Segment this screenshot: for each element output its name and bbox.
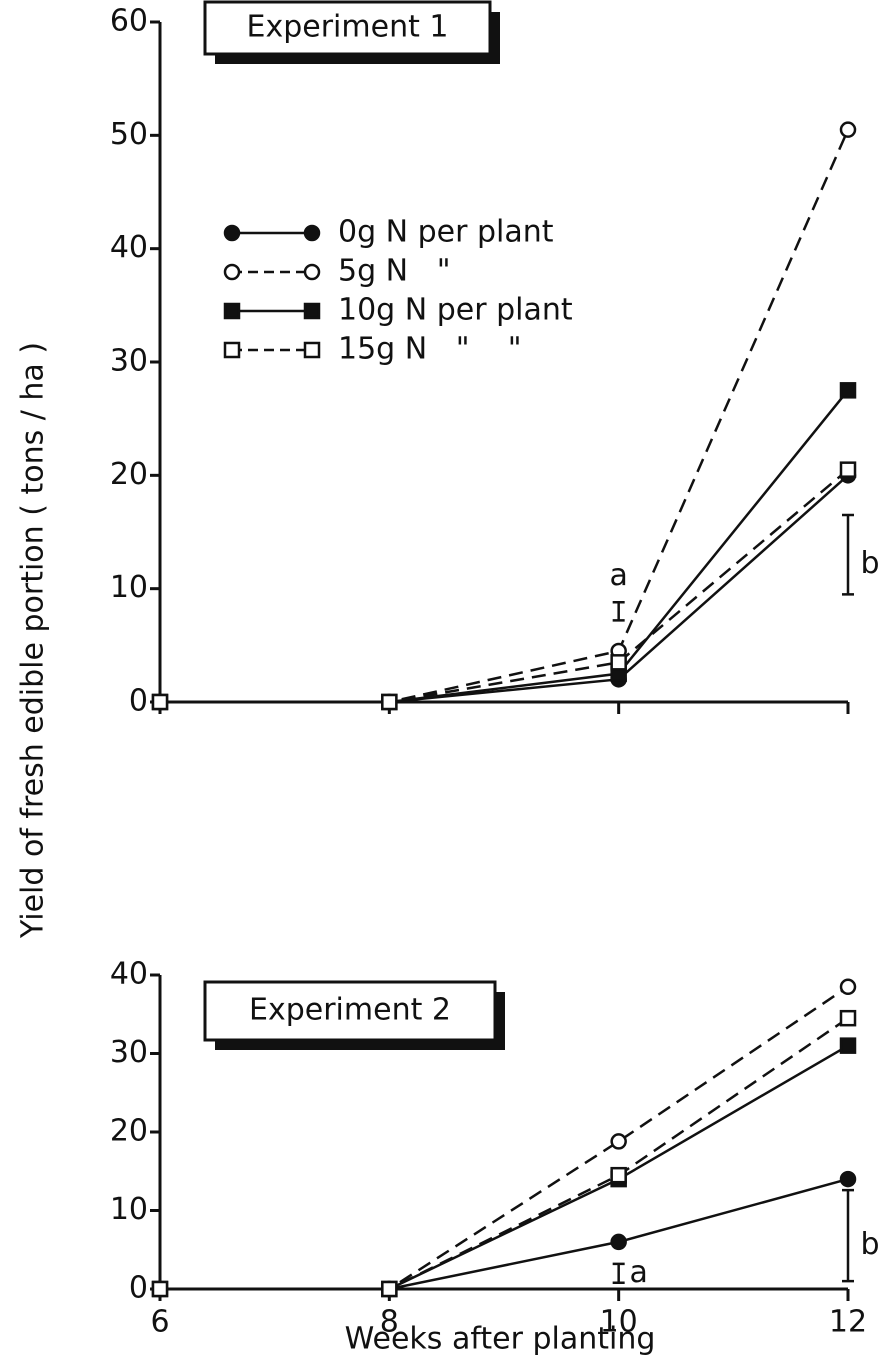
series-line bbox=[160, 1017, 849, 1291]
data-point bbox=[839, 382, 857, 399]
data-point bbox=[381, 693, 398, 711]
data-point bbox=[381, 1280, 398, 1298]
title-box bbox=[203, 980, 497, 1042]
y-tick-label: 40 bbox=[110, 230, 148, 265]
chart-title: Experiment 2 bbox=[249, 993, 451, 1028]
data-point bbox=[839, 121, 857, 138]
series-line bbox=[160, 474, 849, 704]
error-bar-label: a bbox=[629, 1255, 647, 1290]
x-tick-label: 12 bbox=[829, 1305, 867, 1340]
y-tick-label: 30 bbox=[110, 344, 148, 379]
data-point bbox=[151, 693, 169, 711]
y-tick-label: 0 bbox=[129, 684, 148, 719]
y-tick-label: 0 bbox=[129, 1271, 148, 1306]
data-point bbox=[610, 1166, 627, 1184]
error-bar-label: b bbox=[860, 546, 879, 581]
title-box bbox=[203, 0, 492, 56]
legend-marker bbox=[303, 224, 321, 242]
data-point bbox=[839, 1009, 857, 1027]
data-point bbox=[839, 461, 857, 478]
error-bar-label: a bbox=[609, 558, 627, 593]
data-point bbox=[610, 1233, 627, 1251]
error-bar bbox=[842, 1188, 854, 1283]
series-line bbox=[160, 468, 849, 704]
chart-title: Experiment 1 bbox=[247, 10, 449, 45]
series-line bbox=[160, 1044, 849, 1291]
y-tick-label: 40 bbox=[110, 957, 148, 992]
legend-marker bbox=[303, 302, 321, 320]
legend-label: 0g N per plant bbox=[338, 215, 554, 250]
y-tick-label: 30 bbox=[110, 1035, 148, 1070]
error-bar bbox=[612, 1262, 625, 1284]
legend-marker bbox=[303, 263, 321, 281]
data-point bbox=[839, 1037, 857, 1054]
x-tick-label: 6 bbox=[150, 1305, 169, 1340]
legend-label: 10g N per plant bbox=[338, 293, 573, 328]
y-tick-label: 20 bbox=[110, 1114, 148, 1149]
y-tick-label: 10 bbox=[110, 570, 148, 605]
error-bar bbox=[612, 601, 625, 622]
data-point bbox=[610, 654, 627, 671]
y-tick-label: 20 bbox=[110, 457, 148, 492]
x-tick-label: 8 bbox=[380, 1305, 399, 1340]
legend-marker bbox=[223, 302, 241, 320]
x-axis-label: Weeks after planting bbox=[345, 1322, 656, 1357]
legend-label: 15g N " " bbox=[338, 332, 522, 367]
y-tick-label: 60 bbox=[110, 4, 148, 39]
data-point bbox=[839, 1170, 857, 1188]
data-point bbox=[151, 1280, 169, 1298]
x-tick-label: 10 bbox=[600, 1305, 638, 1340]
legend-marker bbox=[223, 224, 241, 242]
error-bar-label: b bbox=[860, 1227, 879, 1262]
legend-marker bbox=[223, 341, 241, 359]
data-point bbox=[610, 1133, 627, 1150]
data-point bbox=[839, 978, 857, 996]
legend-marker bbox=[223, 263, 241, 281]
y-axis-label: Yield of fresh edible portion ( tons / h… bbox=[16, 342, 51, 939]
y-tick-label: 10 bbox=[110, 1192, 148, 1227]
legend-label: 5g N " bbox=[338, 254, 451, 289]
legend-marker bbox=[303, 341, 321, 359]
y-tick-label: 50 bbox=[110, 117, 148, 152]
error-bar bbox=[842, 513, 854, 596]
series-line bbox=[160, 389, 849, 704]
